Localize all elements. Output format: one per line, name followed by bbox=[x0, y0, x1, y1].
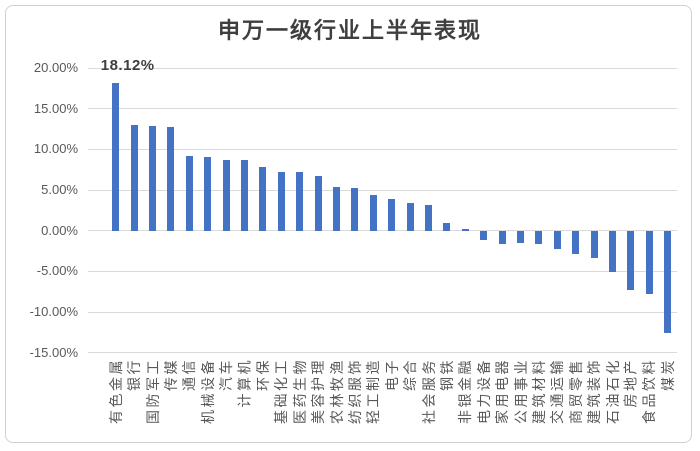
gridline bbox=[88, 270, 677, 272]
x-axis-category-label: 传媒 bbox=[162, 358, 179, 391]
bar bbox=[167, 127, 175, 231]
bar bbox=[259, 167, 267, 231]
x-axis-category-label: 电子 bbox=[383, 358, 400, 391]
x-axis-category-label: 建筑材料 bbox=[530, 358, 547, 424]
bar bbox=[149, 125, 156, 231]
x-axis-category-label: 汽车 bbox=[218, 358, 235, 391]
bar bbox=[388, 198, 396, 231]
x-axis-category-label: 社会服务 bbox=[420, 358, 437, 424]
gridline bbox=[88, 352, 677, 354]
y-axis-tick-label: -15.00% bbox=[29, 344, 78, 360]
gridline bbox=[88, 67, 677, 69]
x-axis-category-label: 医药生物 bbox=[291, 358, 308, 424]
x-axis-category-label: 煤炭 bbox=[659, 358, 676, 391]
bar bbox=[425, 204, 432, 231]
bar bbox=[241, 159, 248, 231]
x-axis-category-label: 环保 bbox=[254, 358, 271, 391]
bar bbox=[572, 230, 580, 255]
x-axis-category-label: 纺织服饰 bbox=[346, 358, 363, 424]
x-axis-category-label: 基础化工 bbox=[273, 358, 290, 424]
bar bbox=[498, 230, 506, 244]
bar bbox=[645, 230, 653, 295]
gridline bbox=[88, 230, 677, 232]
bar bbox=[553, 230, 561, 249]
x-axis-category-label: 石油石化 bbox=[604, 358, 621, 424]
y-axis-tick-label: -10.00% bbox=[29, 304, 78, 320]
bar bbox=[590, 230, 598, 259]
bar bbox=[112, 83, 120, 231]
bar bbox=[130, 124, 138, 231]
x-axis-category-label: 家用电器 bbox=[494, 358, 511, 424]
gridline bbox=[88, 108, 677, 110]
gridline bbox=[88, 148, 677, 150]
x-axis-category-label: 商贸零售 bbox=[567, 358, 584, 424]
bar bbox=[314, 176, 322, 231]
bar bbox=[480, 230, 488, 240]
x-axis-category-label: 有色金属 bbox=[107, 358, 124, 424]
data-label: 18.12% bbox=[100, 57, 155, 74]
bar bbox=[406, 203, 414, 231]
bar bbox=[664, 230, 672, 334]
x-axis-category-label: 综合 bbox=[402, 358, 419, 391]
x-axis-category-label: 交通运输 bbox=[549, 358, 566, 424]
bar bbox=[443, 223, 451, 231]
y-axis-tick-label: 20.00% bbox=[33, 60, 78, 75]
y-axis-tick-label: 5.00% bbox=[41, 182, 78, 197]
x-axis-category-label: 电力设备 bbox=[475, 358, 492, 424]
x-axis-category-label: 轻工制造 bbox=[365, 358, 382, 424]
x-axis-category-label: 非银金融 bbox=[457, 358, 474, 424]
bar bbox=[535, 230, 543, 244]
x-axis-category-label: 银行 bbox=[126, 358, 143, 391]
gridline bbox=[88, 189, 677, 191]
x-axis-category-label: 通信 bbox=[181, 358, 198, 391]
bar bbox=[222, 159, 230, 231]
x-axis-category-label: 国防军工 bbox=[144, 358, 161, 424]
bar bbox=[609, 230, 616, 273]
x-axis-category-label: 美容护理 bbox=[310, 358, 327, 424]
x-axis-category-label: 公用事业 bbox=[512, 358, 529, 424]
y-axis-tick-label: 0.00% bbox=[41, 222, 78, 238]
x-axis-category-label: 房地产 bbox=[622, 358, 639, 408]
x-axis-category-label: 食品饮料 bbox=[641, 358, 658, 424]
y-axis-tick-label: 10.00% bbox=[33, 141, 78, 157]
y-axis-tick-label: -5.00% bbox=[36, 263, 78, 279]
bar bbox=[517, 230, 524, 243]
bar bbox=[277, 172, 285, 231]
x-axis-category-label: 机械设备 bbox=[199, 358, 216, 424]
x-axis-category-label: 农林牧渔 bbox=[328, 358, 345, 424]
bar bbox=[333, 186, 340, 231]
x-axis-category-label: 计算机 bbox=[236, 358, 253, 408]
y-axis-tick-label: 15.00% bbox=[33, 100, 78, 116]
gridline bbox=[88, 311, 677, 313]
x-axis-category-label: 钢铁 bbox=[438, 358, 455, 391]
bar bbox=[185, 155, 193, 231]
chart-frame bbox=[5, 5, 692, 443]
bar bbox=[461, 229, 469, 231]
bar bbox=[296, 172, 304, 231]
bar bbox=[627, 230, 635, 291]
chart-title: 申万一级行业上半年表现 bbox=[217, 18, 482, 43]
bar bbox=[369, 194, 377, 231]
bar bbox=[351, 187, 359, 231]
x-axis-category-label: 建筑装饰 bbox=[586, 358, 603, 424]
bar bbox=[204, 157, 212, 231]
